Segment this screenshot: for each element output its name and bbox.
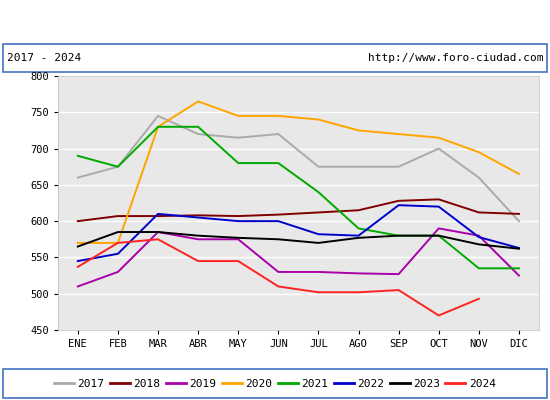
Legend: 2017, 2018, 2019, 2020, 2021, 2022, 2023, 2024: 2017, 2018, 2019, 2020, 2021, 2022, 2023…	[50, 374, 500, 393]
Text: Evolucion del paro registrado en Archidona: Evolucion del paro registrado en Archido…	[84, 14, 466, 28]
Text: 2017 - 2024: 2017 - 2024	[7, 53, 81, 63]
Text: http://www.foro-ciudad.com: http://www.foro-ciudad.com	[368, 53, 543, 63]
